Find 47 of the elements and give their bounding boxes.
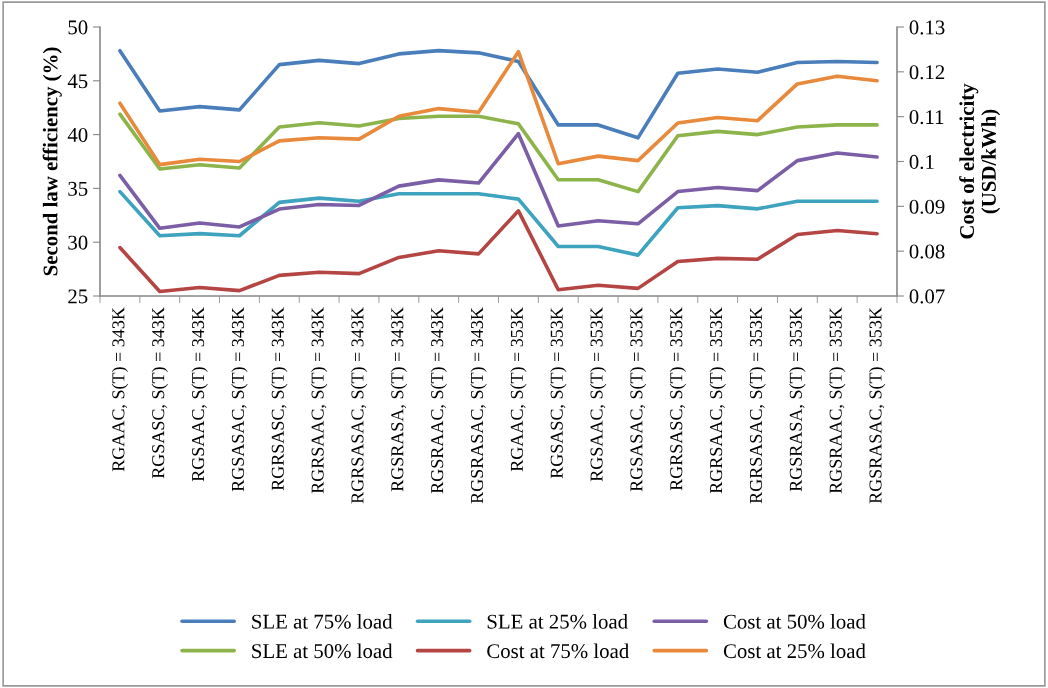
x-tick-label: RGSRASA, S(T) = 343K xyxy=(390,307,408,492)
line-series xyxy=(118,112,879,194)
line-series xyxy=(118,49,879,167)
x-tick-label: RGRSASC, S(T) = 343K xyxy=(271,307,288,491)
y-tick-label: 40 xyxy=(67,127,88,143)
x-tick-label: RGRSASAC, S(T) = 343K xyxy=(350,307,368,504)
x-tick-label: RGSRAAC, S(T) = 343K xyxy=(430,307,447,494)
y-tick-label: 45 xyxy=(67,74,88,89)
x-tick-label: RGSASC, S(T) = 353K xyxy=(550,307,567,479)
x-tick-label: RGRSAAC, S(T) = 343K xyxy=(310,307,328,494)
x-tick-label: RGSAAC, S(T) = 353K xyxy=(589,307,607,482)
y2-tick-label: 0.1 xyxy=(909,154,934,170)
legend-label: Cost at 50% load xyxy=(723,614,866,629)
y2-tick-label: 0.12 xyxy=(909,65,945,80)
y2-tick-label: 0.13 xyxy=(909,20,945,35)
x-tick-label: RGSASAC, S(T) = 353K xyxy=(629,307,647,492)
y-tick-label: 30 xyxy=(68,235,88,250)
x-tick-label: RGAAC, S(T) = 353K xyxy=(510,307,527,472)
legend-label: SLE at 50% load xyxy=(252,643,393,659)
y2-tick-label: 0.11 xyxy=(909,110,944,125)
x-tick-label: RGSRAAC, S(T) = 353K xyxy=(829,307,846,494)
legend-label: SLE at 75% load xyxy=(252,614,393,629)
y2-axis-title: Cost of electricity (USD/kWh) xyxy=(959,83,1001,239)
y-tick-label: 50 xyxy=(68,20,88,35)
y2-tick-label: 0.07 xyxy=(909,289,945,304)
legend-label: SLE at 25% load xyxy=(487,614,628,629)
x-tick-label: RGSAAC, S(T) = 343K xyxy=(191,307,208,482)
y2-tick-label: 0.08 xyxy=(909,244,945,259)
legend-label: Cost at 75% load xyxy=(487,643,629,659)
y2-tick-label: 0.09 xyxy=(909,199,945,214)
line-series xyxy=(118,131,879,231)
x-tick-label: RGAAC, S(T) = 343K xyxy=(111,307,129,472)
x-tick-label: RGSASC, S(T) = 343K xyxy=(151,307,168,479)
line-series xyxy=(118,189,879,257)
y-tick-label: 35 xyxy=(68,181,88,196)
x-tick-label: RGRSASC, S(T) = 353K xyxy=(669,307,687,491)
x-tick-label: RGSRASAC, S(T) = 353K xyxy=(868,307,886,504)
x-tick-label: RGRSAAC, S(T) = 353K xyxy=(709,307,726,494)
line-series xyxy=(118,48,879,140)
y-tick-label: 25 xyxy=(68,289,88,304)
y-axis-title: Second law efficiency (%) xyxy=(42,47,62,276)
x-tick-label: RGRSASAC, S(T) = 353K xyxy=(749,307,766,504)
x-tick-label: RGSRASA, S(T) = 353K xyxy=(789,307,806,492)
x-tick-label: RGSRASAC, S(T) = 343K xyxy=(470,307,487,504)
legend-label: Cost at 25% load xyxy=(723,643,866,659)
line-series xyxy=(118,209,879,294)
x-tick-label: RGSASAC, S(T) = 343K xyxy=(231,307,248,492)
